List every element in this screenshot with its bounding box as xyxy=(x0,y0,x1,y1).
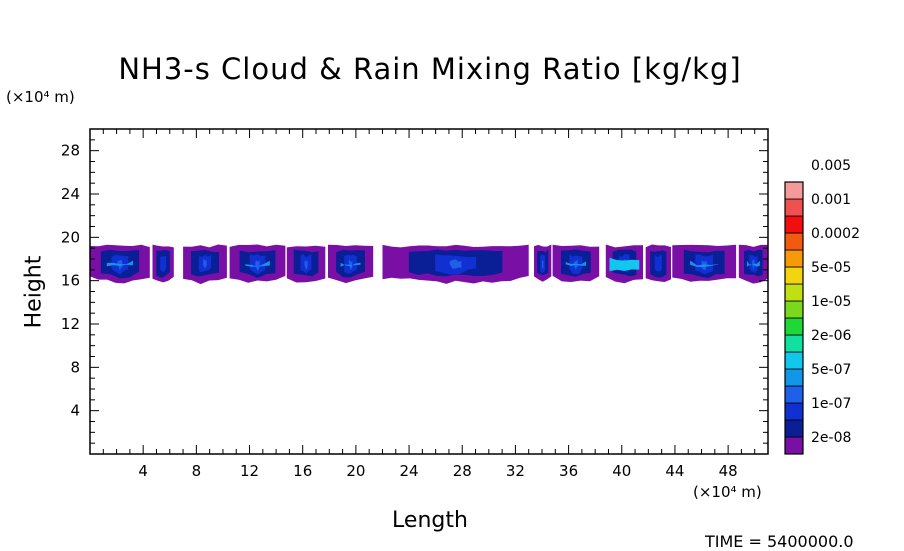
colorbar-label: 0.0002 xyxy=(811,226,860,242)
colorbar-swatch xyxy=(784,300,804,319)
x-tick-label: 36 xyxy=(559,462,578,480)
cloud-cluster-band xyxy=(690,260,719,267)
cloud-cluster-band xyxy=(340,262,361,267)
colorbar-swatch xyxy=(784,266,804,285)
x-tick-label: 8 xyxy=(192,462,202,480)
y-tick-label: 24 xyxy=(61,185,80,203)
cloud-cluster-band xyxy=(542,259,544,269)
chart-title: NH3-s Cloud & Rain Mixing Ratio [kg/kg] xyxy=(118,52,742,86)
colorbar-swatch xyxy=(784,232,804,251)
colorbar-swatch xyxy=(784,351,804,370)
plot-area xyxy=(90,244,768,285)
y-tick-label: 20 xyxy=(61,228,80,246)
colorbar-swatch xyxy=(784,419,804,438)
colorbar-swatch xyxy=(784,385,804,404)
colorbar-swatch xyxy=(784,317,804,336)
x-tick-label: 32 xyxy=(506,462,525,480)
x-axis-unit: (×10⁴ m) xyxy=(693,483,762,501)
colorbar-label: 5e-05 xyxy=(811,260,851,276)
x-tick-label: 48 xyxy=(719,462,738,480)
x-tick-label: 24 xyxy=(400,462,419,480)
y-tick-label: 4 xyxy=(70,402,80,420)
colorbar-label: 1e-05 xyxy=(811,294,851,310)
x-tick-label: 20 xyxy=(346,462,365,480)
cloud-cluster-band xyxy=(654,254,662,272)
colorbar-swatch xyxy=(784,368,804,387)
y-tick-label: 12 xyxy=(61,315,80,333)
cloud-cluster-band xyxy=(245,260,270,267)
colorbar-swatch xyxy=(784,402,804,421)
cloud-cluster-band xyxy=(746,260,760,267)
x-axis-label: Length xyxy=(392,508,468,533)
colorbar-label: 2e-06 xyxy=(811,328,851,344)
colorbar-swatch xyxy=(784,215,804,234)
cloud-cluster-band xyxy=(203,259,207,269)
cloud-cluster-band xyxy=(449,259,462,269)
cloud-cluster-band xyxy=(160,255,167,273)
colorbar-label: 0.001 xyxy=(811,192,851,208)
y-tick-label: 16 xyxy=(61,272,80,290)
colorbar-swatch xyxy=(784,198,804,217)
cloud-cluster-band xyxy=(609,257,640,272)
colorbar-legend: 2e-08 1e-07 5e-07 2e-06 1e-05 5e-05 0.0002 0.00… xyxy=(784,158,860,455)
cloud-cluster-band xyxy=(752,259,755,271)
x-tick-label: 4 xyxy=(138,462,148,480)
plot-frame xyxy=(89,128,769,455)
colorbar-swatch xyxy=(784,334,804,353)
cloud-cluster-band xyxy=(106,260,134,267)
x-tick-label: 44 xyxy=(665,462,684,480)
y-tick-label: 8 xyxy=(70,358,80,376)
x-tick-label: 16 xyxy=(293,462,312,480)
x-tick-label: 28 xyxy=(453,462,472,480)
colorbar-swatch xyxy=(784,249,804,268)
colorbar-label: 2e-08 xyxy=(811,430,851,446)
cloud-cluster-band xyxy=(255,259,260,271)
x-tick-label: 40 xyxy=(612,462,631,480)
colorbar-label: 5e-07 xyxy=(811,362,851,378)
cloud-cluster-band xyxy=(574,260,578,271)
cloud-cluster-band xyxy=(348,259,353,270)
y-tick-label: 28 xyxy=(61,142,80,160)
colorbar-swatch xyxy=(784,181,804,200)
cloud-cluster-band xyxy=(565,261,587,266)
colorbar-frame xyxy=(784,181,804,455)
colorbar-swatch xyxy=(784,283,804,302)
colorbar-label: 1e-07 xyxy=(811,396,851,412)
y-axis-unit: (×10⁴ m) xyxy=(6,88,75,106)
colorbar-label: 0.005 xyxy=(811,158,851,174)
x-tick-label: 12 xyxy=(240,462,259,480)
colorbar-swatch xyxy=(784,436,804,455)
cloud-cluster-band xyxy=(304,260,308,270)
